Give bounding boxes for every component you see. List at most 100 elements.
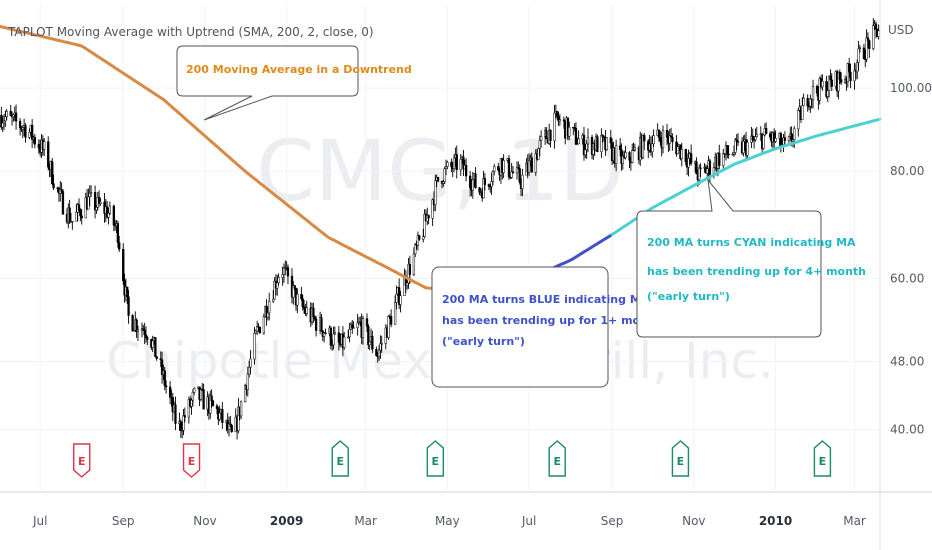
candle-body bbox=[305, 307, 308, 314]
candle-body bbox=[538, 140, 541, 149]
candle-body bbox=[365, 318, 369, 327]
candle-body bbox=[651, 143, 654, 153]
candle-body bbox=[202, 389, 205, 410]
earnings-marker-beat[interactable]: E bbox=[813, 440, 832, 477]
candle-body bbox=[380, 343, 383, 345]
price-axis[interactable]: 40.00 48.00 60.00 80.00 100.00 bbox=[890, 81, 932, 436]
candle-body bbox=[215, 405, 219, 410]
time-tick-label: Jul bbox=[32, 514, 47, 528]
earnings-marker-miss[interactable]: E bbox=[182, 443, 201, 478]
candle-body bbox=[497, 166, 500, 171]
candle-body bbox=[127, 296, 130, 316]
earnings-marker-beat[interactable]: E bbox=[671, 440, 690, 477]
candle-body bbox=[459, 158, 462, 171]
candle-body bbox=[515, 167, 519, 174]
candle-body bbox=[282, 267, 286, 275]
candle-body bbox=[286, 267, 290, 277]
candle-body bbox=[762, 134, 765, 149]
candle-body bbox=[367, 325, 370, 346]
candle-body bbox=[33, 137, 36, 145]
candle-body bbox=[434, 180, 437, 205]
candle-body bbox=[322, 332, 326, 337]
candle-body bbox=[93, 192, 97, 211]
candle-body bbox=[71, 220, 74, 223]
candle-body bbox=[722, 153, 725, 166]
candle-body bbox=[549, 129, 552, 142]
earnings-marker-beat[interactable]: E bbox=[548, 440, 566, 477]
candle-body bbox=[838, 72, 841, 80]
candle-body bbox=[276, 282, 279, 289]
candle-body bbox=[51, 161, 54, 184]
annotation-blue-line-1: 200 MA turns BLUE indicating MA bbox=[442, 293, 650, 306]
ma-segment-uptrend bbox=[610, 117, 882, 236]
annotation-cyan-line-3: ("early turn") bbox=[647, 290, 730, 303]
candle-body bbox=[811, 86, 815, 100]
earnings-marker-label: E bbox=[677, 455, 685, 468]
candle-body bbox=[510, 171, 513, 178]
candle-body bbox=[699, 167, 702, 169]
candle-body bbox=[246, 373, 249, 390]
candle-body bbox=[136, 329, 140, 332]
earnings-marker-beat[interactable]: E bbox=[331, 440, 349, 477]
candle-body bbox=[254, 330, 257, 334]
candle-body bbox=[877, 30, 880, 37]
time-axis[interactable]: Jul Sep Nov 2009 Mar May Jul Sep Nov 2010 Mar bbox=[32, 514, 866, 528]
candle-body bbox=[609, 137, 612, 144]
candle-body bbox=[443, 168, 446, 183]
candle-body bbox=[518, 168, 521, 183]
candle-body bbox=[193, 388, 196, 393]
annotation-cyan-turn: 200 MA turns CYAN indicating MA has been… bbox=[636, 178, 866, 338]
earnings-marker-shape bbox=[331, 440, 349, 477]
candle-body bbox=[47, 141, 50, 168]
earnings-marker-label: E bbox=[336, 455, 344, 468]
candle-body bbox=[676, 146, 679, 155]
candle-body bbox=[210, 395, 213, 402]
candle-body bbox=[28, 132, 31, 138]
candle-body bbox=[600, 134, 603, 152]
candle-body bbox=[4, 116, 7, 122]
candle-body bbox=[277, 277, 280, 284]
price-tick-label: 48.00 bbox=[890, 355, 924, 369]
candle-body bbox=[18, 120, 22, 128]
candle-body bbox=[665, 130, 669, 138]
earnings-marker-miss[interactable]: E bbox=[73, 443, 91, 478]
candle-body bbox=[754, 136, 757, 140]
candle-body bbox=[732, 152, 736, 155]
earnings-marker-shape bbox=[426, 440, 445, 477]
candle-body bbox=[718, 152, 721, 166]
candle-body bbox=[862, 47, 866, 60]
candle-body bbox=[154, 337, 157, 357]
candle-body bbox=[95, 207, 98, 211]
candle-body bbox=[187, 399, 191, 418]
price-tick-label: 80.00 bbox=[890, 164, 924, 178]
candle-body bbox=[586, 136, 590, 145]
candle-body bbox=[427, 214, 430, 219]
candle-body bbox=[30, 124, 34, 140]
earnings-marker-label: E bbox=[819, 455, 827, 468]
earnings-marker-shape bbox=[73, 443, 91, 478]
candle-body bbox=[624, 152, 627, 158]
candle-body bbox=[77, 204, 81, 211]
candle-body bbox=[826, 90, 829, 97]
time-tick-label: 2009 bbox=[270, 514, 303, 528]
candle-body bbox=[628, 152, 631, 161]
candle-body bbox=[179, 421, 182, 431]
candle-body bbox=[585, 143, 588, 151]
candle-body bbox=[490, 181, 493, 187]
candle-body bbox=[556, 111, 559, 117]
candle-body bbox=[80, 215, 83, 219]
candle-body bbox=[155, 356, 158, 359]
candle-body bbox=[502, 160, 505, 173]
candle-body bbox=[856, 62, 859, 73]
indicator-title[interactable]: TAPLOT Moving Average with Uptrend (SMA,… bbox=[7, 25, 374, 39]
candle-body bbox=[393, 302, 397, 325]
earnings-marker-beat[interactable]: E bbox=[426, 440, 445, 477]
candle-body bbox=[865, 37, 868, 60]
candle-body bbox=[562, 119, 566, 122]
candle-body bbox=[574, 127, 578, 145]
time-tick-label: May bbox=[435, 514, 460, 528]
candle-body bbox=[268, 300, 271, 314]
annotation-blue-line-2: has been trending up for 1+ month bbox=[442, 314, 661, 327]
candle-body bbox=[43, 141, 46, 150]
